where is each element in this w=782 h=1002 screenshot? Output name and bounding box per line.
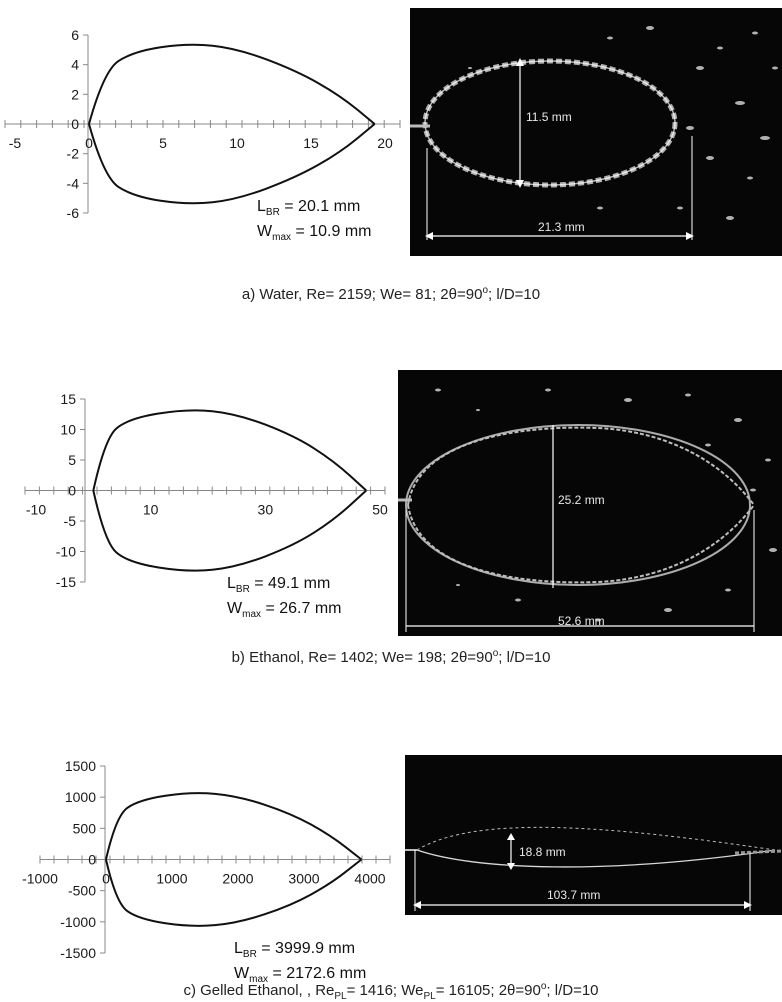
y-tick-label: 0 <box>71 116 79 132</box>
x-tick-label: 30 <box>258 502 274 518</box>
x-tick-label: 0 <box>85 135 93 151</box>
y-tick-label: 2 <box>71 86 79 102</box>
photo-gelled-sheet: 18.8 mm 103.7 mm <box>405 755 782 915</box>
y-tick-label: -15 <box>56 574 76 590</box>
x-tick-label: -1000 <box>22 871 58 887</box>
caption-gelled-ethanol: c) Gelled Ethanol, , RePL= 1416; WePL= 1… <box>183 981 599 1002</box>
sheet-lower-contour <box>92 489 367 572</box>
x-tick-label: 20 <box>377 135 393 151</box>
x-tick-label: 2000 <box>222 871 253 887</box>
panel-ethanol: -10 10 30 50 15 10 5 0 -5 -10 -15 25.2 mm 52.6 mm … <box>0 370 782 670</box>
y-tick-label: -10 <box>56 544 76 560</box>
drop-profile-chart-gelled-ethanol: -1000 0 1000 2000 3000 4000 1500 1000 500 0 -500 -1… <box>22 758 391 961</box>
y-tick-label: -1500 <box>60 945 96 961</box>
photo-length-label: 21.3 mm <box>538 220 585 234</box>
y-tick-label: 5 <box>68 452 76 468</box>
y-tick-label: -500 <box>68 883 96 899</box>
wmax-label: Wmax = 26.7 mm <box>227 600 342 621</box>
y-tick-label: 4 <box>71 57 79 73</box>
sheet-upper-contour <box>92 409 367 492</box>
sheet-upper-contour <box>105 792 363 861</box>
photo-height-label: 25.2 mm <box>558 493 605 507</box>
photo-water-image <box>410 26 778 240</box>
wmax-label: Wmax = 2172.6 mm <box>234 965 367 986</box>
photo-length-label: 52.6 mm <box>558 614 605 628</box>
sheet-lower-contour <box>105 858 363 927</box>
y-tick-label: -5 <box>64 513 77 529</box>
sheet-upper-contour <box>88 43 376 125</box>
photo-height-label: 18.8 mm <box>519 845 566 859</box>
photo-ethanol-sheet: 25.2 mm 52.6 mm <box>398 370 782 636</box>
photo-gelled-image <box>405 826 782 911</box>
panel-water: -5 0 5 10 15 20 6 4 2 0 -2 -4 -6 11.5 mm 21.3 mm L <box>0 0 782 320</box>
y-tick-label: 6 <box>71 27 79 43</box>
lbr-label: LBR = 49.1 mm <box>227 575 331 596</box>
y-tick-label: 1000 <box>65 789 96 805</box>
lbr-label: LBR = 3999.9 mm <box>234 940 356 961</box>
caption-ethanol: b) Ethanol, Re= 1402; We= 198; 2θ=90o; l… <box>231 648 551 666</box>
wmax-label: Wmax = 10.9 mm <box>257 223 372 244</box>
photo-length-label: 103.7 mm <box>547 888 601 902</box>
sheet-lower-contour <box>88 123 376 205</box>
x-tick-label: 50 <box>372 502 388 518</box>
x-tick-label: 10 <box>143 502 159 518</box>
x-tick-label: 4000 <box>354 871 385 887</box>
y-tick-label: 0 <box>88 852 96 868</box>
y-tick-label: -2 <box>67 146 80 162</box>
x-tick-label: 10 <box>229 135 245 151</box>
x-tick-label: -10 <box>26 502 46 518</box>
y-tick-label: -6 <box>67 205 80 221</box>
x-tick-label: -5 <box>9 135 22 151</box>
x-tick-label: 1000 <box>156 871 187 887</box>
y-tick-label: 500 <box>73 820 97 836</box>
y-tick-label: 10 <box>60 422 76 438</box>
x-tick-label: 0 <box>102 871 110 887</box>
y-tick-label: -4 <box>67 175 80 191</box>
lbr-label: LBR = 20.1 mm <box>257 198 361 219</box>
panel-gelled-ethanol: -1000 0 1000 2000 3000 4000 1500 1000 500 0 -500 -1… <box>0 755 782 1002</box>
y-tick-label: 15 <box>60 391 76 407</box>
y-tick-label: -1000 <box>60 914 96 930</box>
caption-water: a) Water, Re= 2159; We= 81; 2θ=90o; l/D=… <box>241 285 541 303</box>
y-tick-label: 1500 <box>65 758 96 774</box>
photo-ethanol-image <box>398 388 777 632</box>
x-tick-label: 5 <box>159 135 167 151</box>
photo-height-label: 11.5 mm <box>526 110 572 124</box>
photo-water-sheet: 11.5 mm 21.3 mm <box>410 8 782 256</box>
x-tick-label: 15 <box>303 135 319 151</box>
y-tick-label: 0 <box>68 483 76 499</box>
x-tick-label: 3000 <box>288 871 319 887</box>
